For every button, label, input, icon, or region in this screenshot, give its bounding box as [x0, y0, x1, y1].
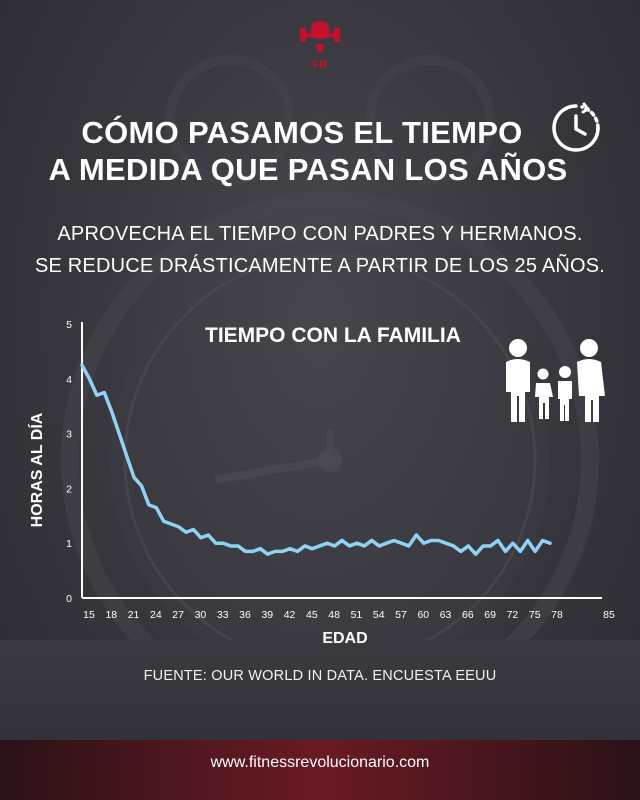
- x-tick-label: 63: [440, 609, 452, 621]
- y-axis-label: HORAS AL DÍA: [27, 412, 46, 527]
- x-tick-label: 42: [284, 609, 296, 621]
- y-tick-label: 4: [66, 374, 72, 386]
- x-tick-label: 27: [172, 609, 184, 621]
- x-tick-label: 24: [150, 609, 162, 621]
- x-tick-label: 85: [603, 609, 615, 621]
- x-axis-label: EDAD: [322, 630, 367, 647]
- x-tick-label: 48: [328, 609, 340, 621]
- footer-bar: [0, 740, 640, 800]
- x-tick-label: 69: [484, 609, 496, 621]
- y-tick-label: 3: [66, 429, 72, 441]
- y-tick-label: 1: [66, 538, 72, 550]
- x-tick-label: 15: [83, 609, 95, 621]
- x-tick-label: 66: [462, 609, 474, 621]
- chart-title: TIEMPO CON LA FAMILIA: [205, 324, 461, 347]
- fist-dumbbell-logo-icon: FR: [300, 21, 340, 71]
- subtitle-line1: APROVECHA EL TIEMPO CON PADRES Y HERMANO…: [57, 223, 583, 245]
- x-axis-ticks: 15 18 21 24 27 30 33 36 39 42 45 48 51 54 57 60 63 66 69 72…: [83, 609, 615, 621]
- family-icon: [506, 339, 605, 422]
- svg-text:FR: FR: [313, 59, 328, 71]
- x-tick-label: 78: [551, 609, 563, 621]
- x-tick-label: 39: [261, 609, 273, 621]
- x-tick-label: 21: [128, 609, 140, 621]
- x-tick-label: 60: [417, 609, 429, 621]
- x-tick-label: 33: [217, 609, 229, 621]
- x-tick-label: 18: [105, 609, 117, 621]
- y-axis-ticks: 0 1 2 3 4 5: [66, 319, 72, 605]
- page-title-line2: A MEDIDA QUE PASAN LOS AÑOS: [48, 152, 568, 187]
- x-tick-label: 36: [239, 609, 251, 621]
- x-tick-label: 75: [529, 609, 541, 621]
- x-tick-label: 57: [395, 609, 407, 621]
- subtitle-line2: SE REDUCE DRÁSTICAMENTE A PARTIR DE LOS …: [34, 255, 606, 277]
- clock-icon: [552, 102, 600, 152]
- y-tick-label: 2: [66, 483, 72, 495]
- website-link[interactable]: www.fitnessrevolucionario.com: [210, 754, 430, 771]
- series-line: [80, 363, 552, 556]
- x-tick-label: 54: [373, 609, 385, 621]
- x-tick-label: 30: [195, 609, 207, 621]
- y-tick-label: 5: [66, 319, 72, 331]
- y-tick-label: 0: [66, 593, 72, 605]
- x-tick-label: 45: [306, 609, 318, 621]
- x-tick-label: 72: [507, 609, 519, 621]
- x-tick-label: 51: [351, 609, 363, 621]
- source-note: FUENTE: OUR WORLD IN DATA. ENCUESTA EEUU: [143, 668, 497, 684]
- page-title-line1: CÓMO PASAMOS EL TIEMPO: [81, 115, 523, 150]
